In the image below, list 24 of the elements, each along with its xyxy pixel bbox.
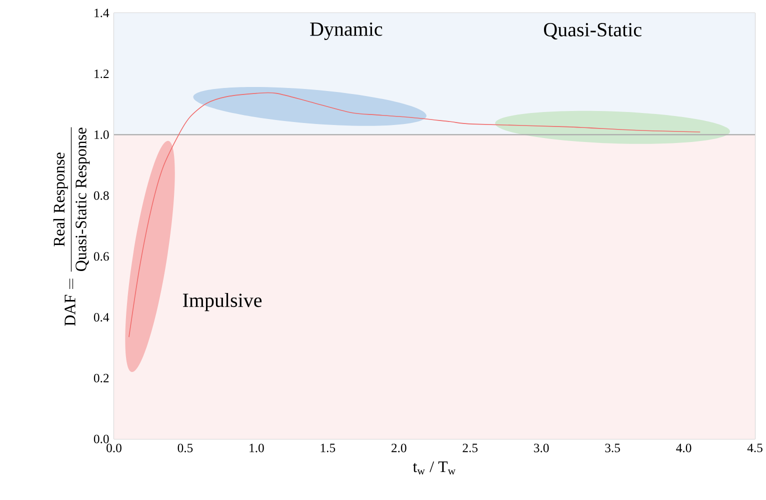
y-axis-title: $\text{DAF} = \frac{\text{Real Response}}{\text{Quasi-Static Response}}$ [53, 127, 90, 326]
line-series [128, 92, 701, 338]
x-tick-label: 2.0 [392, 444, 406, 452]
x-tick-label: 2.5 [462, 444, 478, 452]
x-axis-title: t$_{w}$ / T$_{w}$ [412, 461, 456, 475]
x-tick-label: 1.0 [250, 444, 264, 452]
x-tick-label: 3.5 [605, 444, 620, 452]
x-tick-label: 1.5 [320, 444, 336, 452]
y-tick-label: 0.2 [94, 374, 109, 382]
y-tick-label: 0.0 [94, 434, 109, 444]
x-tick-label: 4.5 [747, 444, 762, 452]
annotation: Dynamic [310, 22, 382, 40]
y-tick-label: 1.2 [94, 70, 109, 78]
y-tick-label: 0.6 [94, 252, 109, 261]
x-tick-label: 4.0 [676, 444, 692, 452]
x-tick-label: 0.0 [106, 444, 122, 452]
y-tick-label: 0.8 [94, 191, 109, 200]
annotation: Impulsive [183, 293, 262, 312]
y-tick-label: 0.4 [94, 312, 110, 322]
y-tick-label: 1.0 [94, 130, 109, 140]
y-tick-label: 1.4 [94, 8, 110, 18]
x-tick-label: 0.5 [178, 444, 193, 452]
x-tick-label: 3.0 [534, 444, 549, 452]
annotation: Quasi-Static [544, 23, 642, 40]
